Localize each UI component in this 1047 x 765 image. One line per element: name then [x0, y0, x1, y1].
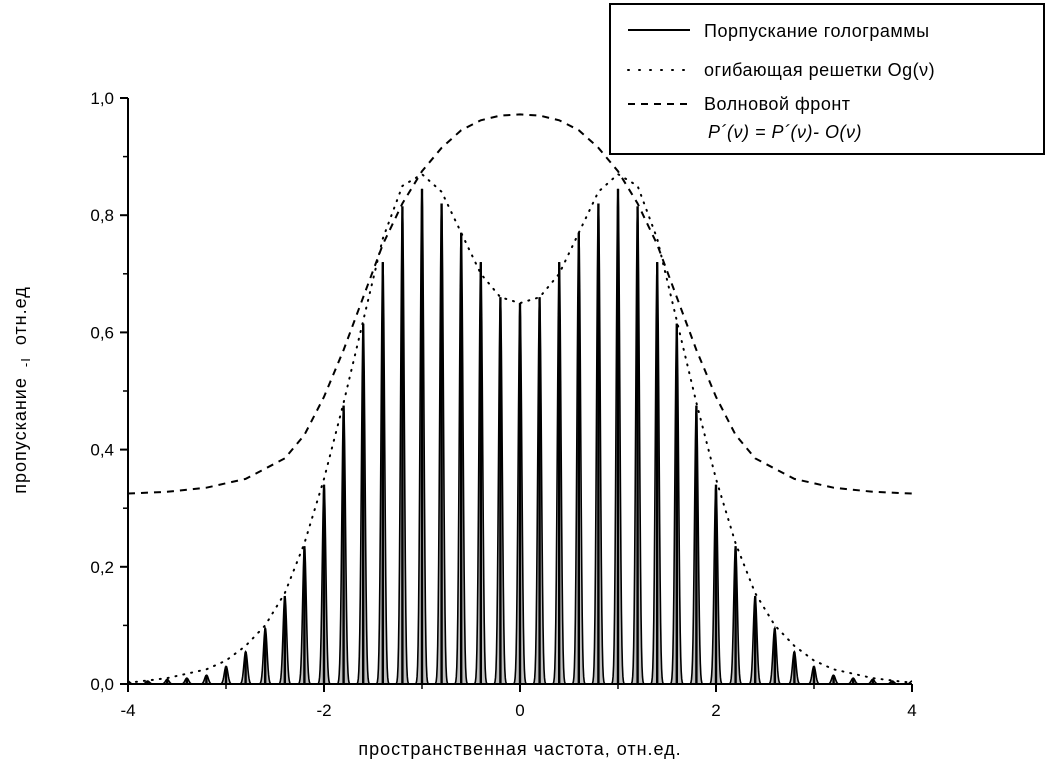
- y-tick-label: 0,4: [90, 441, 114, 460]
- y-tick-label: 0,8: [90, 206, 114, 225]
- y-tick-label: 0,0: [90, 675, 114, 694]
- series-envelope-dotted: [127, 172, 913, 684]
- x-tick-label: -2: [316, 701, 331, 720]
- legend-label-2: Волновой фронт: [704, 94, 851, 114]
- legend-label-1: огибающая решетки Og(ν): [704, 60, 935, 80]
- x-tick-label: 2: [711, 701, 720, 720]
- x-tick-label: -4: [120, 701, 135, 720]
- y-tick-label: 0,2: [90, 558, 114, 577]
- legend-formula: P´(ν) = P´(ν)- O(ν): [708, 122, 862, 142]
- x-tick-label: 4: [907, 701, 916, 720]
- y-axis-title-sub: -I: [18, 357, 33, 367]
- svg-text:пропускание -I отн: пропускание -I отн.ед: [10, 286, 34, 494]
- legend-label-0: Порпускание голограммы: [704, 21, 930, 41]
- x-axis-title: пространственная частота, отн.ед.: [358, 739, 681, 759]
- y-tick-label: 0,6: [90, 323, 114, 342]
- plot-area: [127, 113, 913, 685]
- ticks: -4 -2 0 2 4 0,0 0,2 0,4 0,6 0,8 1,0: [90, 89, 916, 720]
- series-wavefront-dashed: [127, 113, 913, 495]
- legend: Порпускание голограммы огибающая решетки…: [609, 3, 1045, 155]
- y-tick-label: 1,0: [90, 89, 114, 108]
- y-axis-title-main: пропускание: [10, 377, 30, 494]
- x-tick-label: 0: [515, 701, 524, 720]
- y-axis-title: пропускание -I отн.ед: [10, 286, 34, 494]
- y-axis-title-unit: отн.ед: [10, 286, 30, 345]
